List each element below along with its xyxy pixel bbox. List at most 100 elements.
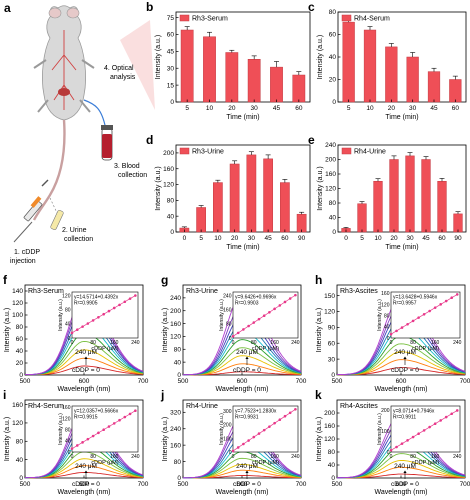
panel-letter-d: d	[146, 133, 153, 147]
xtick-label-d-2: 10	[214, 235, 222, 242]
xtick-label-b-1: 10	[206, 105, 214, 112]
panel-letter-f: f	[3, 273, 8, 287]
inset-xtick-label-g-2: 160	[270, 340, 279, 346]
inset-point-g-10	[283, 300, 287, 304]
xlabel-c: Time (min)	[385, 114, 418, 121]
xlabel-k: Wavelength (nm)	[374, 489, 427, 496]
legend-swatch-e	[341, 147, 352, 155]
ytick-label-j-2: 160	[170, 442, 181, 449]
inset-point-j-3	[247, 439, 250, 442]
inset-equation-k: y=8.0714+0.7946x	[393, 409, 435, 415]
ytick-label-i-3: 120	[12, 420, 23, 427]
chart-i: i 0 40 80 120 160 Intensity (a.u.) 500 600 700 Wav…	[3, 388, 149, 496]
inset-point-h-4	[411, 319, 415, 323]
inset-xtick-label-f-1: 80	[90, 340, 96, 346]
annot-bottom-f: cDDP = 0	[72, 367, 100, 374]
xlabel-b: Time (min)	[226, 114, 259, 121]
inset-r2-j: R²=0.9931	[235, 415, 259, 421]
inset-ylabel-h: Intensity (a.u.)	[377, 299, 383, 331]
xtick-label-e-7: 90	[454, 235, 462, 242]
inset-point-g-12	[294, 293, 297, 297]
inset-xtick-label-j-1: 80	[251, 454, 257, 460]
ytick-label-f-0: 0	[19, 372, 23, 379]
inset-xtick-label-g-0: 0	[232, 340, 235, 346]
bar-e-5	[421, 159, 431, 233]
inset-ytick-label-f-0: 0	[68, 336, 71, 342]
inset-ytick-label-i-1: 40	[65, 439, 71, 445]
inset-ytick-label-k-1: 100	[381, 429, 390, 435]
xtick-label-d-7: 90	[298, 235, 306, 242]
chart-f: f 0 20 40 60 80 100 120 140 Intensity (a.u.) 500 60…	[3, 273, 149, 393]
inset-xlabel-h: cDDP (μM)	[412, 346, 439, 352]
bar-c-1	[363, 29, 377, 103]
legend-j: Rh4-Urine	[186, 403, 218, 410]
step-2-label-2: collection	[64, 236, 93, 243]
inset-xlabel-i: cDDP (μM)	[91, 460, 118, 466]
xtick-label-i-1: 600	[79, 481, 90, 488]
inset-point-k-2	[400, 442, 404, 445]
ylabel-c: Intensity (a.u.)	[317, 35, 324, 79]
inset-point-i-8	[112, 422, 116, 425]
legend-f: Rh3-Serum	[28, 288, 64, 295]
inset-point-j-5	[257, 432, 261, 435]
inset-ytick-label-h-2: 80	[384, 313, 390, 319]
ylabel-e: Intensity (a.u.)	[317, 166, 324, 210]
inset-ytick-label-g-3: 240	[223, 293, 232, 299]
annot-bottom-h: cDDP = 0	[391, 367, 419, 374]
inset-point-f-11	[128, 297, 132, 300]
xtick-label-h-2: 700	[460, 378, 470, 385]
inset-point-g-8	[273, 307, 276, 311]
xtick-label-j-0: 500	[178, 481, 189, 488]
inset-ytick-label-h-3: 120	[381, 302, 390, 308]
xtick-label-c-3: 30	[409, 105, 417, 112]
plot-frame-c	[337, 11, 467, 103]
ytick-label-e-6: 240	[325, 142, 336, 149]
inset-ytick-label-i-0: 0	[68, 450, 71, 456]
step-2-label: 2. Urine	[62, 227, 87, 234]
xtick-label-h-1: 600	[396, 378, 407, 385]
bar-b-0	[180, 29, 194, 103]
ytick-label-d-2: 80	[167, 198, 175, 205]
xtick-label-d-1: 5	[199, 235, 203, 242]
inset-point-i-0	[70, 447, 74, 450]
inset-j: 0 80 160 240 0 100 200 300 cDDP (μM) Intensity (a…	[219, 405, 300, 466]
ylabel-i: Intensity (a.u.)	[4, 417, 11, 461]
ytick-label-i-1: 40	[16, 457, 24, 464]
inset-point-g-9	[278, 304, 282, 307]
ytick-label-g-4: 160	[170, 321, 181, 328]
ytick-label-c-2: 40	[329, 54, 337, 61]
inset-ytick-label-j-0: 0	[229, 450, 232, 456]
inset-ytick-label-h-0: 0	[387, 336, 390, 342]
inset-point-h-8	[433, 306, 437, 309]
ytick-label-f-2: 40	[16, 348, 24, 355]
ytick-label-d-4: 160	[163, 166, 174, 173]
inset-r2-g: R²=0.9903	[235, 301, 259, 307]
annot-top-i: 240 μM	[75, 463, 97, 470]
inset-point-g-7	[268, 310, 271, 314]
xtick-label-c-2: 20	[388, 105, 396, 112]
ytick-label-c-0: 0	[332, 99, 336, 106]
bar-b-1	[203, 36, 216, 103]
xtick-label-f-2: 700	[138, 378, 149, 385]
inset-point-k-4	[411, 435, 415, 439]
annot-bottom-k: cDDP = 0	[391, 481, 419, 488]
inset-point-j-1	[236, 446, 240, 449]
inset-equation-g: y=9.6426+0.9696x	[235, 295, 277, 301]
annot-bottom-g: cDDP = 0	[233, 367, 261, 374]
inset-point-i-3	[86, 437, 90, 441]
annot-arrowhead-k	[403, 470, 407, 473]
inset-xtick-label-f-3: 240	[131, 340, 140, 346]
inset-g: 0 80 160 240 0 80 160 240 cDDP (μM) Intensity (a.…	[219, 291, 300, 352]
inset-r2-k: R²=0.9911	[393, 415, 416, 421]
inset-point-g-0	[231, 334, 235, 338]
ytick-label-b-0: 0	[170, 99, 174, 106]
xtick-label-e-5: 45	[422, 235, 430, 242]
xtick-label-e-0: 0	[344, 235, 348, 242]
xtick-label-d-6: 60	[281, 235, 289, 242]
bar-d-3	[229, 163, 240, 233]
bar-d-4	[246, 154, 257, 233]
xlabel-e: Time (min)	[385, 244, 418, 251]
inset-ytick-label-k-0: 0	[387, 450, 390, 456]
ytick-label-i-0: 0	[19, 475, 23, 482]
